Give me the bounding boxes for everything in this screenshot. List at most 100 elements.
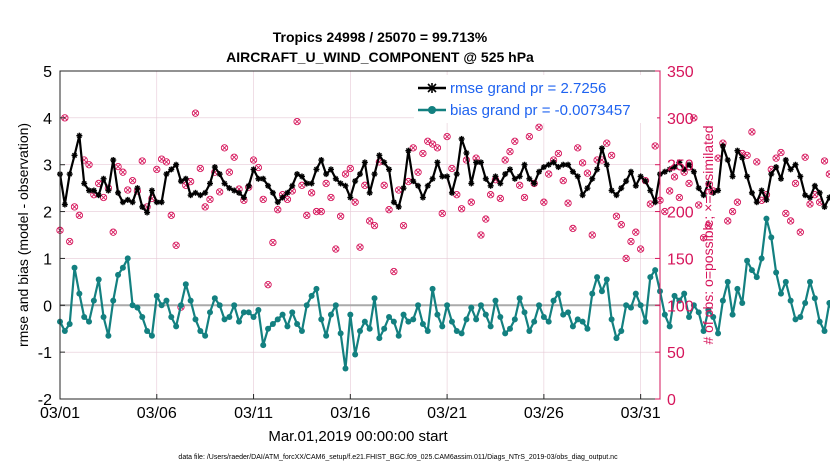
rmse-point bbox=[303, 180, 310, 187]
bias-point bbox=[618, 328, 625, 335]
bias-point bbox=[627, 304, 634, 311]
legend-rmse-swatch-marker bbox=[427, 83, 437, 93]
bias-point bbox=[279, 311, 286, 318]
obs-count-point bbox=[327, 193, 335, 202]
bias-point bbox=[715, 330, 722, 337]
obs-count-point bbox=[448, 164, 456, 173]
rmse-point bbox=[134, 185, 141, 192]
rmse-point bbox=[715, 187, 722, 194]
bias-point bbox=[734, 285, 741, 292]
bias-point bbox=[158, 302, 165, 309]
bias-point bbox=[811, 295, 818, 302]
rmse-point bbox=[448, 189, 455, 196]
bias-point bbox=[352, 351, 359, 358]
bias-point bbox=[347, 311, 354, 318]
obs-count-point bbox=[743, 151, 751, 159]
rmse-point bbox=[768, 171, 775, 178]
bias-point bbox=[294, 321, 301, 328]
bias-point bbox=[187, 297, 194, 304]
bias-point bbox=[458, 330, 465, 337]
obs-count-point bbox=[617, 221, 625, 229]
rmse-point bbox=[521, 161, 528, 168]
obs-count-point bbox=[748, 128, 756, 136]
bias-point bbox=[531, 318, 538, 325]
rmse-point bbox=[584, 185, 591, 192]
rmse-point bbox=[284, 189, 291, 196]
chart-title-line2: AIRCRAFT_U_WIND_COMPONENT @ 525 hPa bbox=[226, 49, 534, 65]
bias-point bbox=[342, 365, 349, 372]
obs-count-point bbox=[153, 165, 161, 174]
rmse-point bbox=[318, 157, 325, 164]
bias-point bbox=[284, 323, 291, 330]
obs-count-point bbox=[753, 158, 761, 166]
rmse-point bbox=[647, 187, 654, 194]
obs-count-point bbox=[399, 221, 408, 230]
obs-count-point bbox=[569, 224, 577, 233]
bias-point bbox=[448, 318, 455, 325]
rmse-point bbox=[197, 192, 204, 199]
bias-series bbox=[57, 215, 830, 372]
bias-point bbox=[129, 302, 136, 309]
y-right-tick-label: 150 bbox=[667, 251, 694, 268]
obs-count-point bbox=[564, 199, 572, 207]
bias-point bbox=[265, 325, 272, 332]
bias-point bbox=[623, 302, 630, 309]
rmse-point bbox=[492, 173, 499, 180]
bias-point bbox=[666, 323, 673, 330]
y-axis-left-label: rmse and bias (model - observation) bbox=[15, 123, 31, 347]
rmse-point bbox=[347, 194, 354, 201]
bias-point bbox=[744, 257, 751, 264]
obs-count-point bbox=[699, 234, 708, 242]
rmse-point bbox=[627, 168, 634, 175]
rmse-point bbox=[729, 173, 736, 180]
bias-point bbox=[584, 325, 591, 332]
rmse-point bbox=[608, 187, 615, 194]
bias-point bbox=[245, 309, 252, 316]
obs-count-point bbox=[501, 156, 509, 164]
rmse-point bbox=[308, 180, 315, 187]
chart-title-line1: Tropics 24998 / 25070 = 99.713% bbox=[273, 29, 488, 45]
bias-point bbox=[502, 330, 509, 337]
x-tick-label: 03/01 bbox=[40, 405, 80, 422]
bias-point bbox=[366, 325, 373, 332]
bias-point bbox=[637, 302, 644, 309]
rmse-point bbox=[419, 194, 426, 201]
y-left-tick-label: 5 bbox=[43, 64, 52, 81]
rmse-point bbox=[758, 187, 765, 194]
bias-point bbox=[318, 316, 325, 323]
rmse-point bbox=[671, 164, 678, 171]
obs-count-point bbox=[666, 187, 674, 195]
rmse-point bbox=[352, 178, 359, 185]
obs-count-point bbox=[109, 228, 117, 236]
rmse-point bbox=[202, 189, 209, 196]
obs-count-point bbox=[128, 176, 137, 185]
obs-count-point bbox=[482, 215, 490, 223]
bias-point bbox=[642, 318, 649, 325]
rmse-point bbox=[100, 175, 107, 182]
rmse-point bbox=[777, 175, 784, 182]
bias-point bbox=[719, 297, 726, 304]
bias-point bbox=[153, 292, 160, 299]
rmse-point bbox=[342, 182, 349, 189]
obs-count-point bbox=[293, 117, 301, 126]
bias-point bbox=[565, 309, 572, 316]
rmse-point bbox=[361, 159, 368, 166]
bias-point bbox=[81, 314, 88, 320]
rmse-point bbox=[390, 199, 397, 206]
y-left-tick-label: -1 bbox=[38, 345, 52, 362]
bias-point bbox=[144, 328, 151, 335]
obs-count-point bbox=[777, 148, 785, 157]
obs-count-point bbox=[574, 144, 582, 152]
rmse-point bbox=[603, 161, 610, 168]
rmse-point bbox=[110, 157, 117, 164]
obs-count-point bbox=[419, 149, 427, 158]
bias-point bbox=[758, 255, 765, 262]
obs-count-point bbox=[457, 205, 466, 213]
bias-point bbox=[574, 316, 581, 323]
obs-count-point bbox=[627, 237, 635, 246]
bias-point bbox=[729, 311, 736, 318]
rmse-point bbox=[536, 168, 543, 175]
bias-point bbox=[826, 299, 830, 306]
